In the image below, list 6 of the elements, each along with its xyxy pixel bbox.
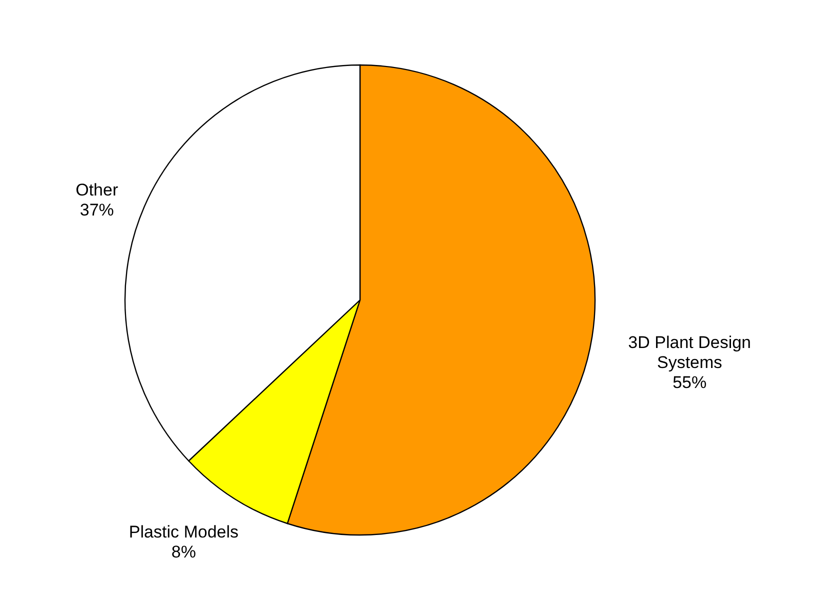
data-label: 37% bbox=[80, 200, 114, 220]
slice-label: Plastic Models bbox=[128, 522, 239, 542]
slice-label: 3D Plant Design Systems bbox=[628, 333, 752, 372]
slice-label: Other bbox=[76, 180, 118, 200]
data-label: 8% bbox=[171, 542, 196, 562]
data-label: 55% bbox=[672, 373, 707, 392]
